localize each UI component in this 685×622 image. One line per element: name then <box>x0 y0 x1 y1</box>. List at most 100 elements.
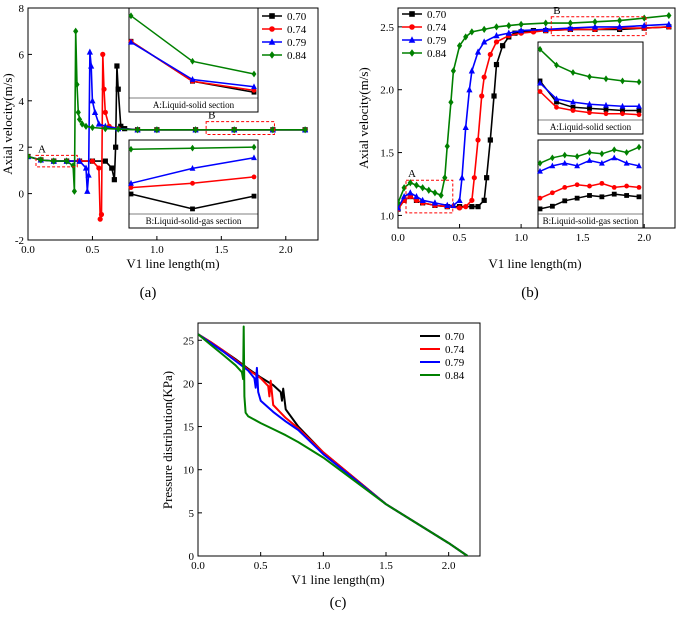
data-point-0.74 <box>469 197 475 203</box>
data-point-0.79 <box>85 171 92 178</box>
inset-point-0.74 <box>128 185 134 190</box>
region-label-a: A <box>38 143 46 155</box>
legend-label-0.74: 0.74 <box>287 24 307 36</box>
inset-point-0.79 <box>574 162 581 169</box>
data-point-0.84 <box>641 14 647 22</box>
data-point-0.79 <box>468 67 475 74</box>
inset-point-0.84 <box>599 150 605 158</box>
data-point-0.84 <box>407 179 413 187</box>
inset-point-0.79 <box>128 38 134 45</box>
inset-point-0.79 <box>586 100 593 107</box>
data-point-0.84 <box>481 25 487 33</box>
axes-frame <box>197 322 481 557</box>
data-point-0.79 <box>84 187 91 194</box>
legend-marker-0.79 <box>268 38 276 45</box>
x-tick-label: 1.0 <box>514 232 528 244</box>
data-point-0.70 <box>114 63 120 69</box>
inset-point-0.79 <box>561 159 568 166</box>
data-point-0.74 <box>487 51 493 58</box>
y-tick-label: 10 <box>183 465 195 477</box>
inset-point-0.70 <box>603 107 609 112</box>
inset-point-0.84 <box>128 145 134 153</box>
data-point-0.79 <box>616 23 623 30</box>
data-point-0.74 <box>96 165 102 171</box>
data-point-0.79 <box>518 27 525 34</box>
legend: 0.700.740.790.84 <box>262 11 307 62</box>
y-tick-label: 5 <box>189 508 195 520</box>
x-tick-label: 0.0 <box>191 560 205 572</box>
data-point-0.70 <box>493 61 500 68</box>
data-point-0.79 <box>474 48 482 55</box>
inset-point-0.70 <box>599 194 605 200</box>
data-point-0.79 <box>481 38 488 45</box>
data-point-0.84 <box>74 80 80 89</box>
legend-marker-0.70 <box>409 11 415 17</box>
inset-point-0.74 <box>624 183 630 189</box>
x-tick-label: 2.0 <box>279 244 293 256</box>
legend-label-0.79: 0.79 <box>287 37 307 49</box>
y-tick-label: 0 <box>189 551 195 563</box>
data-point-0.74 <box>89 158 96 164</box>
data-point-0.79 <box>493 32 500 39</box>
x-axis-label: V1 line length(m) <box>291 572 384 587</box>
x-tick-label: 0.5 <box>453 232 467 244</box>
inset-point-0.74 <box>570 108 576 113</box>
chart-c: 0.0 0.5 1.0 1.5 2.0 0 5 10 15 20 25 0.700.740.790.8… <box>160 322 481 611</box>
y-tick-label: 4 <box>19 96 25 108</box>
data-point-0.79 <box>665 20 672 27</box>
inset-title: A:Liquid-solid section <box>153 100 235 110</box>
x-tick-label: 0.5 <box>254 560 268 572</box>
data-point-0.79 <box>82 164 90 171</box>
inset-point-0.74 <box>574 182 580 188</box>
data-point-0.84 <box>444 142 450 150</box>
region-box-b <box>550 16 647 37</box>
inset-point-0.70 <box>537 206 543 212</box>
inset-point-0.84 <box>636 78 642 86</box>
inset-point-0.74 <box>537 195 543 201</box>
panel-caption: (c) <box>330 595 347 611</box>
data-point-0.70 <box>111 177 117 183</box>
inset-point-0.79 <box>251 83 257 90</box>
data-point-0.84 <box>70 162 76 170</box>
inset-point-0.74 <box>537 89 543 94</box>
data-point-0.70 <box>500 43 506 49</box>
data-point-0.84 <box>51 157 57 165</box>
data-point-0.84 <box>231 126 237 134</box>
y-tick-label: 20 <box>183 378 195 390</box>
data-point-0.79 <box>505 29 512 36</box>
inset-point-0.84 <box>587 149 592 156</box>
inset-point-0.79 <box>586 157 593 163</box>
data-point-0.84 <box>115 125 121 133</box>
data-point-0.79 <box>89 97 96 104</box>
plot-area <box>398 11 672 212</box>
data-point-0.79 <box>91 108 99 115</box>
x-tick-label: 1.5 <box>379 560 393 572</box>
data-point-0.79 <box>641 22 648 29</box>
inset-point-0.84 <box>603 75 609 83</box>
data-point-0.79 <box>419 196 426 203</box>
plot-area <box>28 27 309 222</box>
data-point-0.79 <box>458 174 466 181</box>
data-point-0.79 <box>542 25 549 32</box>
data-point-0.84 <box>413 181 420 189</box>
inset-title: B:Liquid-solid-gas section <box>543 216 639 226</box>
y-tick-label: 0 <box>19 189 25 201</box>
region-box-a <box>35 154 78 168</box>
inset-point-0.74 <box>251 87 257 93</box>
inset-point-0.84 <box>570 69 576 76</box>
data-point-0.84 <box>543 19 549 27</box>
data-point-0.70 <box>113 144 119 150</box>
data-point-0.84 <box>592 18 598 26</box>
y-axis-label: Axial velocity(m/s) <box>356 67 371 168</box>
data-point-0.84 <box>438 191 444 199</box>
inset-point-0.74 <box>190 180 195 186</box>
data-point-0.79 <box>398 204 402 211</box>
data-point-0.79 <box>444 201 451 208</box>
y-tick-label: 2.0 <box>380 85 394 97</box>
inset-point-0.70 <box>620 108 625 113</box>
legend-label-0.70: 0.70 <box>445 331 465 343</box>
data-point-0.74 <box>481 74 487 80</box>
inset-point-0.79 <box>636 162 642 169</box>
legend-label-0.84: 0.84 <box>427 48 447 60</box>
inset-point-0.84 <box>562 151 568 159</box>
